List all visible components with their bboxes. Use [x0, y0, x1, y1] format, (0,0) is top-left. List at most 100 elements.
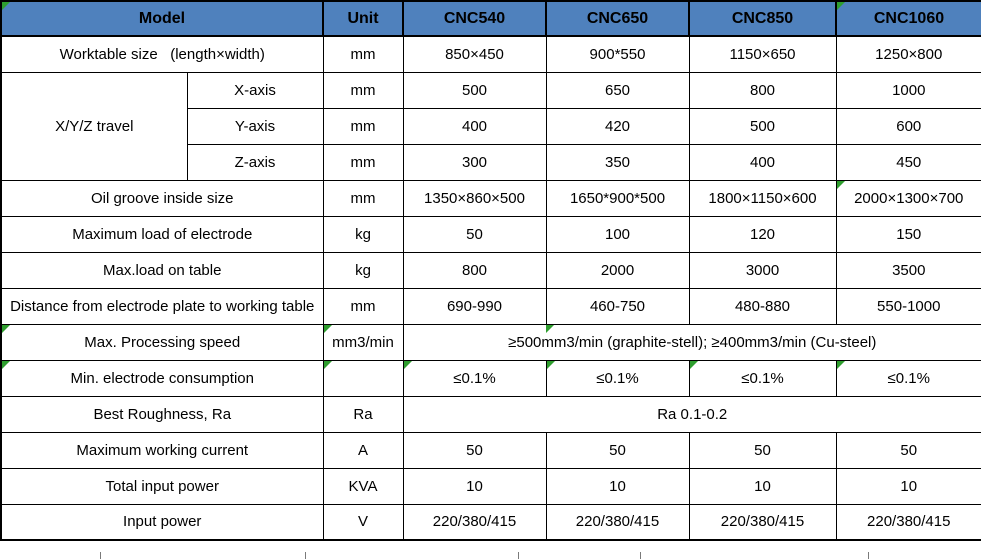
cell-value: 10 — [835, 467, 981, 505]
row-input-power: Input power V 220/380/415 220/380/415 22… — [0, 503, 981, 541]
header-cnc850: CNC850 — [688, 0, 837, 37]
cell-value: 420 — [545, 107, 690, 145]
excel-error-indicator-icon — [837, 361, 845, 369]
row-unit: kg — [322, 251, 404, 289]
cell-value: 500 — [402, 71, 547, 109]
excel-error-indicator-icon — [3, 3, 10, 10]
cell-value: 1350×860×500 — [402, 179, 547, 217]
row-unit: mm — [322, 71, 404, 109]
cell-value: 220/380/415 — [545, 503, 690, 541]
cell-value: 1250×800 — [835, 35, 981, 73]
row-electrode-consumption: Min. electrode consumption ≤0.1% ≤0.1% ≤… — [0, 359, 981, 397]
excel-error-indicator-icon — [837, 181, 845, 189]
row-travel-x: X/Y/Z travel X-axis mm 500 650 800 1000 — [0, 71, 981, 181]
row-unit: A — [322, 431, 404, 469]
row-distance: Distance from electrode plate to working… — [0, 287, 981, 325]
header-cnc540: CNC540 — [402, 0, 547, 37]
cell-value: 1000 — [835, 71, 981, 109]
header-cnc1060-label: CNC1060 — [873, 9, 945, 27]
cell-value: 400 — [688, 143, 837, 181]
cell-value: 2000 — [545, 251, 690, 289]
cell-value: 220/380/415 — [688, 503, 837, 541]
header-unit-label: Unit — [347, 9, 379, 27]
row-unit: mm — [322, 179, 404, 217]
cell-value: 10 — [402, 467, 547, 505]
cell-value: 650 — [545, 71, 690, 109]
header-cnc850-label: CNC850 — [731, 9, 794, 27]
excel-error-indicator-icon — [838, 3, 845, 10]
cell-value: 850×450 — [402, 35, 547, 73]
row-unit: mm — [322, 287, 404, 325]
row-unit: Ra — [322, 395, 404, 433]
cell-value: 120 — [688, 215, 837, 253]
row-unit: mm3/min — [322, 323, 404, 361]
row-label: Input power — [0, 503, 324, 541]
cell-value: ≤0.1% — [688, 359, 837, 397]
cell-value: 10 — [545, 467, 690, 505]
cell-value: 50 — [402, 215, 547, 253]
header-cnc650: CNC650 — [545, 0, 690, 37]
cell-value: 220/380/415 — [402, 503, 547, 541]
row-unit: mm — [322, 143, 404, 181]
row-unit-text: mm3/min — [332, 333, 394, 351]
row-unit: kg — [322, 215, 404, 253]
header-cnc540-label: CNC540 — [443, 9, 506, 27]
row-label-travel-group: X/Y/Z travel — [0, 71, 188, 181]
cell-value-text: ≤0.1% — [741, 369, 784, 387]
cell-value: 300 — [402, 143, 547, 181]
header-cnc1060: CNC1060 — [835, 0, 981, 37]
cropped-gridline-stub — [100, 552, 101, 559]
row-sublabel: X-axis — [186, 71, 324, 109]
cell-value: 1800×1150×600 — [688, 179, 837, 217]
row-roughness: Best Roughness, Ra Ra Ra 0.1-0.2 — [0, 395, 981, 433]
row-label: Max. Processing speed — [0, 323, 324, 361]
row-travel-y: Y-axis mm 400 420 500 600 — [1, 107, 981, 145]
cell-value: 2000×1300×700 — [835, 179, 981, 217]
cropped-gridline-stub — [518, 552, 519, 559]
row-oil-groove: Oil groove inside size mm 1350×860×500 1… — [0, 179, 981, 217]
cell-value-merged: Ra 0.1-0.2 — [402, 395, 981, 433]
cell-value-merged: ≥500mm3/min (graphite-stell); ≥400mm3/mi… — [402, 323, 981, 361]
cell-value: 350 — [545, 143, 690, 181]
excel-error-indicator-icon — [545, 325, 554, 333]
row-sublabel: Y-axis — [186, 107, 324, 145]
cell-value-text: ≤0.1% — [887, 369, 930, 387]
cell-value-text: ≥500mm3/min (graphite-stell); ≥400mm3/mi… — [508, 333, 877, 351]
row-unit: mm — [322, 107, 404, 145]
row-label: Distance from electrode plate to working… — [0, 287, 324, 325]
row-worktable-size: Worktable size (length×width) mm 850×450… — [0, 35, 981, 73]
row-unit: V — [322, 503, 404, 541]
cell-value: 900*550 — [545, 35, 690, 73]
row-processing-speed: Max. Processing speed mm3/min ≥500mm3/mi… — [0, 323, 981, 361]
cell-value: 800 — [402, 251, 547, 289]
cell-value: 50 — [402, 431, 547, 469]
cell-value: 3000 — [688, 251, 837, 289]
cell-value: 550-1000 — [835, 287, 981, 325]
cell-value: 10 — [688, 467, 837, 505]
row-label: Maximum working current — [0, 431, 324, 469]
row-label: Min. electrode consumption — [0, 359, 324, 397]
cell-value: 450 — [835, 143, 981, 181]
row-label: Best Roughness, Ra — [0, 395, 324, 433]
excel-error-indicator-icon — [324, 361, 332, 369]
header-model-label: Model — [138, 9, 186, 27]
cell-value-text: 2000×1300×700 — [854, 189, 964, 207]
row-sublabel: Z-axis — [186, 143, 324, 181]
row-label-text: Max. Processing speed — [84, 333, 241, 351]
row-unit — [322, 359, 404, 397]
cell-value: 150 — [835, 215, 981, 253]
cropped-gridline-stub — [868, 552, 869, 559]
cell-value: 600 — [835, 107, 981, 145]
cell-value: 50 — [688, 431, 837, 469]
cell-value: 3500 — [835, 251, 981, 289]
cell-value: ≤0.1% — [835, 359, 981, 397]
cell-value: 500 — [688, 107, 837, 145]
row-label-text: Min. electrode consumption — [70, 369, 254, 387]
cropped-gridline-stub — [305, 552, 306, 559]
header-unit: Unit — [322, 0, 404, 37]
cell-value: 50 — [835, 431, 981, 469]
row-label: Worktable size (length×width) — [0, 35, 324, 73]
cell-value-text: ≤0.1% — [453, 369, 496, 387]
cell-value: 1650*900*500 — [545, 179, 690, 217]
excel-error-indicator-icon — [324, 325, 332, 333]
